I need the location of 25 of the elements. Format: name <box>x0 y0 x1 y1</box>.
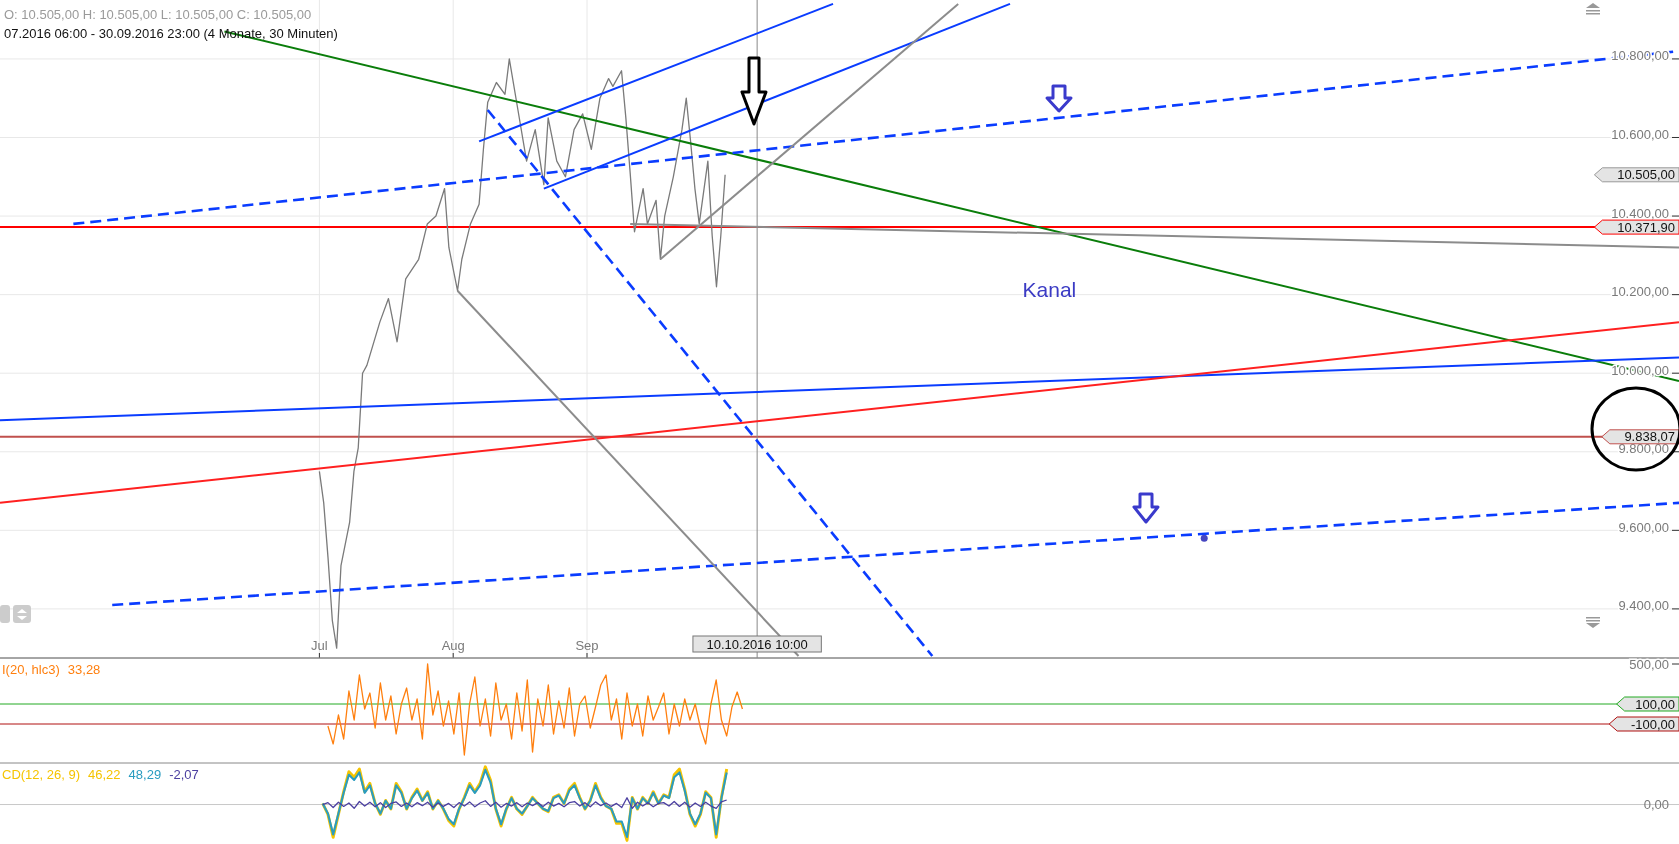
ref-line-label: 10.371,90 <box>1617 219 1675 235</box>
text: 46,22 <box>88 767 121 782</box>
annotation: Kanal <box>1022 278 1077 302</box>
annotation: 10.505,00 <box>1617 167 1675 183</box>
x-tick-label: Jul <box>311 638 328 653</box>
annotation: O: 10.505,00 H: 10.505,00 L: 10.505,00 C: 10.505,00 <box>4 6 312 22</box>
text: 33,28 <box>67 662 101 677</box>
y-tick-label: 9.400,00 <box>1618 598 1669 614</box>
annotation: 0,00 <box>1643 797 1669 813</box>
y-tick-label: 10.400,00 <box>1611 205 1669 221</box>
x-tick-label: Sep <box>575 638 599 653</box>
ref-line-label: 10.10.2016 10:00 <box>706 636 808 652</box>
ref-line-label: 9.838,07 <box>1624 429 1675 445</box>
chart-title: I(20, hlc3) <box>2 662 60 677</box>
y-tick-label: -100,00 <box>1630 716 1675 732</box>
text: 48,29 <box>128 767 162 782</box>
x-tick-label: Aug <box>441 638 465 653</box>
text: -2,07 <box>169 767 199 782</box>
y-tick-label: 10.600,00 <box>1611 126 1669 142</box>
chart-title: CD(12, 26, 9) <box>2 767 81 782</box>
y-tick-label: 10.200,00 <box>1611 284 1669 300</box>
y-tick-label: 9.600,00 <box>1618 519 1669 535</box>
y-tick-label: 500,00 <box>1629 656 1669 672</box>
y-tick-label: 100,00 <box>1635 696 1675 712</box>
annotation: 07.2016 06:00 - 30.09.2016 23:00 (4 Monate, 30 Minuten) <box>4 25 338 41</box>
